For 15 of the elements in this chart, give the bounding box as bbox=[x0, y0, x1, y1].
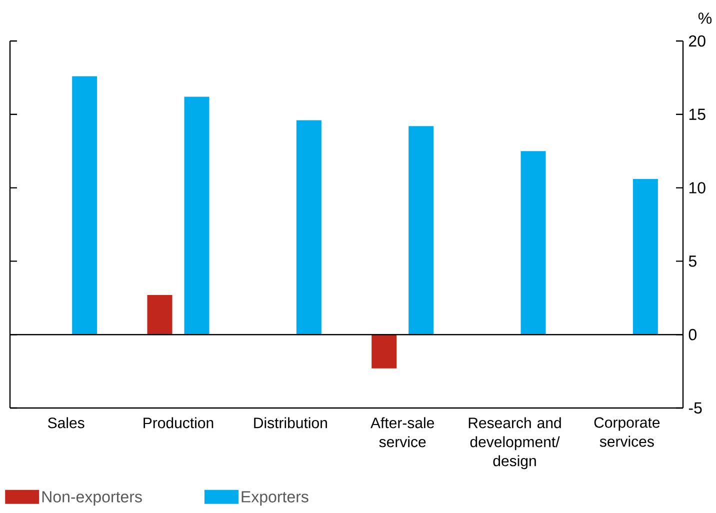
legend-label: Non-exporters bbox=[42, 491, 142, 506]
y-tick-label: 20 bbox=[689, 35, 706, 47]
legend-label: Exporters bbox=[242, 491, 308, 506]
y-tick-label: 5 bbox=[688, 256, 696, 267]
y-tick-label: 10 bbox=[689, 182, 706, 194]
x-tick-label: Corporate services bbox=[594, 417, 660, 447]
y-axis-title: % bbox=[698, 12, 712, 24]
x-tick-label: Sales bbox=[48, 417, 84, 428]
x-tick-label: Research and development/ design bbox=[468, 417, 561, 470]
y-tick-label: 15 bbox=[689, 108, 706, 120]
y-tick-label: 0 bbox=[688, 328, 696, 340]
x-tick-label: Distribution bbox=[254, 417, 327, 428]
x-tick-label: Production bbox=[144, 417, 214, 428]
x-tick-label: After-sale service bbox=[370, 417, 434, 448]
y-tick-label: -5 bbox=[688, 402, 702, 414]
